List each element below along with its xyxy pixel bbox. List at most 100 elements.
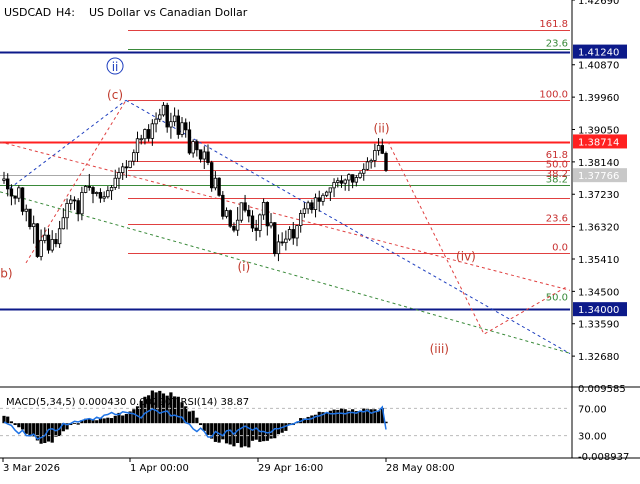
macd-histogram-bar (6, 416, 10, 424)
candle-body (154, 118, 158, 125)
macd-histogram-bar (106, 417, 110, 424)
price-highlight-label: 1.34000 (578, 305, 619, 316)
candle (213, 171, 218, 191)
candle (328, 187, 333, 202)
macd-histogram-bar (210, 423, 214, 439)
candle (128, 160, 132, 169)
macd-histogram-bar (180, 402, 184, 424)
candle (369, 158, 373, 169)
candle-body (57, 228, 62, 245)
macd-histogram-bar (369, 409, 373, 424)
macd-histogram-bar (258, 423, 262, 442)
fib-level-label: 50.0 (546, 159, 568, 170)
candle-body (50, 239, 54, 251)
candle-body (284, 238, 288, 244)
candle (9, 184, 14, 206)
macd-histogram-bar (28, 423, 32, 437)
price-tick-label: 1.40870 (578, 61, 619, 72)
candle-body (83, 186, 88, 193)
candle (343, 178, 347, 191)
price-tick-label: 1.39960 (578, 93, 619, 104)
wave-projection-line (0, 141, 571, 291)
candle-body (254, 227, 258, 231)
macd-histogram-bar (269, 423, 273, 439)
candle-body (65, 203, 69, 219)
candle (35, 223, 40, 258)
candle-body (124, 166, 129, 169)
candle-body (365, 161, 370, 170)
candle-body (150, 123, 155, 139)
candle (31, 215, 36, 244)
chart-header: USDCAD H4: US Dollar vs Canadian Dollar (4, 6, 248, 19)
candle (306, 200, 310, 214)
price-tick-label: 1.34500 (578, 287, 619, 298)
candle (184, 118, 188, 138)
candle-body (354, 177, 359, 183)
macd-histogram-bar (154, 392, 158, 424)
price-tick-label: 1.38140 (578, 158, 619, 169)
candle (224, 207, 229, 219)
candle-body (243, 202, 247, 211)
price-highlight-label: 1.38714 (578, 137, 619, 148)
time-tick-label: 28 May 08:00 (386, 463, 455, 474)
candle-body (31, 223, 36, 228)
macd-histogram-bar (376, 411, 381, 424)
candle-body (232, 225, 236, 231)
macd-histogram-bar (102, 418, 106, 424)
macd-histogram-bar (9, 421, 14, 424)
candle-body (169, 121, 173, 128)
macd-histogram-bar (284, 423, 288, 431)
candle-body (376, 145, 381, 151)
candle (6, 173, 10, 197)
candle-body (358, 172, 362, 178)
candle-body (224, 210, 229, 217)
fib-level-label: 61.8 (546, 150, 568, 161)
candle (106, 186, 110, 199)
candle-body (165, 104, 169, 128)
macd-histogram-bar (2, 415, 6, 424)
candle (380, 138, 384, 155)
macd-histogram-bar (46, 423, 51, 442)
candle-body (287, 229, 292, 240)
candle (321, 193, 325, 206)
indicator-label: MACD(5,34,5) 0.000430 0.002907 RSI(14) 3… (6, 397, 249, 408)
candle (376, 138, 381, 156)
candle (61, 208, 66, 230)
candle (324, 190, 329, 198)
candle (269, 213, 273, 229)
price-tick-label: 1.39050 (578, 125, 619, 136)
macd-histogram-bar (128, 411, 132, 424)
candle-body (143, 129, 147, 140)
candle-body (180, 122, 184, 135)
candle (228, 209, 232, 229)
candle (139, 134, 143, 145)
candle-body (46, 234, 51, 251)
macd-histogram-bar (121, 415, 125, 424)
fib-level-label: 50.0 (546, 292, 568, 303)
macd-histogram-bar (135, 406, 140, 424)
macd-histogram-bar (254, 423, 258, 440)
price-highlight-label: 1.41240 (578, 48, 619, 59)
candle (265, 201, 270, 236)
wave-projection-line (9, 99, 127, 189)
macd-histogram-bar (65, 423, 69, 430)
candle (76, 198, 80, 222)
candle (373, 143, 377, 168)
indicator-tick-label: 70.00 (578, 404, 607, 415)
candle (80, 186, 84, 221)
macd-histogram-bar (325, 412, 329, 424)
candle (154, 112, 158, 133)
macd-histogram-bar (98, 417, 103, 424)
macd-histogram-bar (35, 423, 39, 441)
candle-body (72, 199, 77, 202)
fib-level-label: 100.0 (539, 89, 568, 100)
candle-body (184, 122, 188, 131)
macd-histogram-bar (306, 416, 310, 424)
candle-body (132, 152, 136, 162)
candle-body (332, 182, 336, 189)
macd-histogram-bar (380, 408, 384, 424)
candle (124, 160, 129, 178)
candle-body (295, 225, 299, 239)
candle-body (324, 191, 329, 196)
candle-body (2, 178, 6, 181)
